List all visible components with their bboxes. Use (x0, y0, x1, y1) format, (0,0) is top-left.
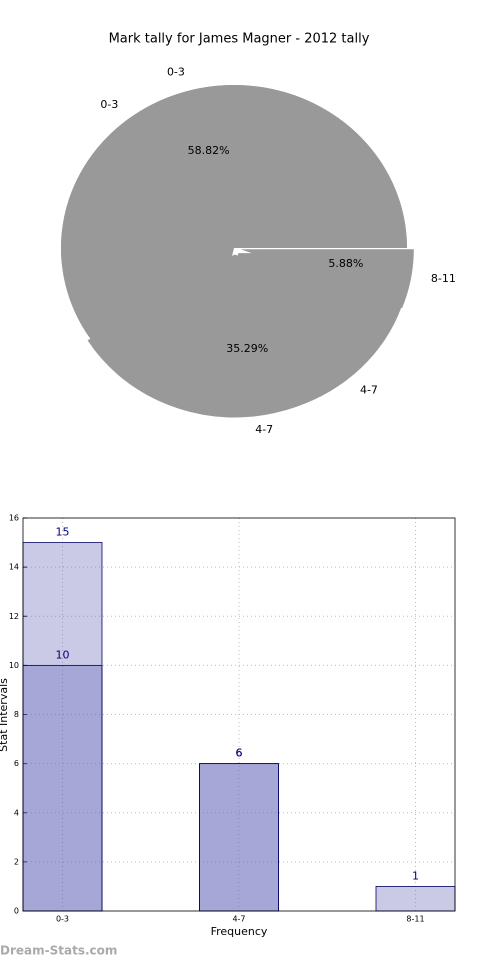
bar (199, 763, 279, 912)
bar-value-label: 6 (236, 747, 243, 760)
bar-value-label: 6 (236, 747, 243, 760)
y-tick-label: 14 (9, 563, 19, 572)
bar-value-label: 15 (56, 526, 70, 539)
wedge-shadow (61, 84, 408, 334)
y-axis-label: Stat Intervals (0, 678, 10, 752)
wedge-shadow (87, 254, 396, 418)
y-tick-label: 10 (9, 661, 19, 670)
y-tick-label: 12 (9, 612, 19, 621)
slice-label: 0-3 (167, 66, 185, 79)
bar (199, 763, 279, 912)
y-tick-label: 16 (9, 514, 19, 523)
slice-percent: 5.88% (328, 257, 363, 270)
slice-percent: 58.82% (188, 144, 230, 157)
slice-label: 0-3 (100, 98, 118, 111)
slice-percent: 35.29% (226, 342, 268, 355)
bar (375, 886, 456, 912)
bar-value-label: 1 (412, 869, 419, 882)
y-tick-label: 6 (14, 759, 19, 768)
x-tick-label: 0-3 (56, 915, 69, 924)
bar (22, 664, 103, 912)
slice-label: 4-7 (360, 383, 378, 396)
x-tick-label: 8-11 (406, 915, 424, 924)
x-axis-label: Frequency (211, 925, 268, 938)
y-tick-label: 0 (14, 907, 19, 916)
bar-value-label: 10 (56, 648, 70, 661)
plot-frame (22, 517, 456, 912)
y-tick-label: 4 (14, 808, 19, 817)
y-tick-label: 8 (14, 710, 19, 719)
x-tick-label: 4-7 (232, 915, 245, 924)
y-tick-label: 2 (14, 857, 19, 866)
pie-title: Mark tally for James Magner - 2012 tally (109, 32, 370, 47)
slice-label: 8-11 (431, 272, 456, 285)
slice-label: 4-7 (255, 423, 273, 436)
watermark: Dream-Stats.com (0, 944, 117, 958)
bar (22, 542, 103, 912)
wedge-shadow (240, 249, 414, 309)
